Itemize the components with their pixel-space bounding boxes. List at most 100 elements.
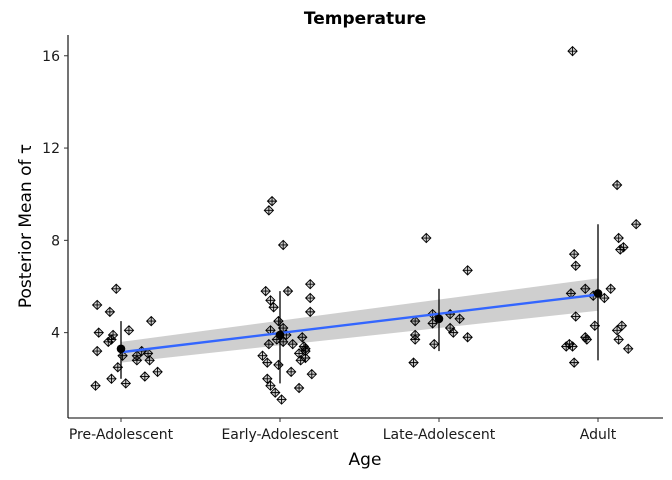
data-point	[408, 357, 419, 368]
data-point	[605, 283, 616, 295]
data-point-marker	[421, 232, 432, 244]
chart-title: Temperature	[304, 9, 426, 29]
data-point	[273, 315, 284, 327]
x-tick-label: Late-Adolescent	[383, 427, 496, 443]
data-point	[615, 244, 626, 255]
data-point-marker	[297, 332, 308, 343]
data-point	[145, 315, 157, 327]
data-point	[580, 283, 591, 295]
data-point-marker	[139, 371, 151, 382]
data-point	[568, 248, 580, 260]
data-point	[568, 357, 580, 368]
data-point-marker	[152, 366, 163, 378]
data-point-marker	[304, 306, 316, 318]
data-point-marker	[287, 338, 298, 350]
confidence-ribbon-layer	[121, 278, 598, 363]
data-point	[285, 366, 297, 378]
data-point	[144, 355, 155, 366]
y-tick-label: 16	[42, 49, 60, 65]
data-point-marker	[106, 373, 117, 385]
data-point-marker	[273, 359, 284, 371]
data-point-marker	[304, 292, 316, 304]
data-point	[570, 260, 581, 271]
data-point-marker	[462, 332, 473, 343]
group-mean-point	[434, 314, 444, 324]
data-point-marker	[613, 334, 624, 345]
data-point-marker	[293, 382, 305, 394]
data-point	[304, 306, 316, 318]
data-points-layer	[90, 45, 642, 405]
data-point	[142, 348, 154, 359]
data-point-marker	[448, 327, 459, 338]
data-point	[266, 195, 278, 207]
data-point	[611, 325, 623, 336]
data-point	[462, 265, 473, 276]
data-point	[131, 355, 143, 366]
data-point	[91, 345, 103, 357]
data-point-marker	[304, 278, 316, 290]
data-point-marker	[568, 357, 580, 368]
data-point-marker	[630, 218, 642, 230]
data-point	[104, 306, 116, 318]
data-point-marker	[276, 394, 287, 405]
x-tick-label: Pre-Adolescent	[69, 427, 174, 443]
data-point-marker	[268, 302, 279, 313]
x-tick-label: Early-Adolescent	[221, 427, 339, 443]
data-point-marker	[295, 355, 306, 366]
data-point	[269, 387, 281, 398]
data-point	[257, 350, 268, 361]
data-point	[297, 332, 308, 343]
y-tick-label: 8	[51, 233, 60, 249]
data-point-marker	[257, 350, 268, 361]
data-point-marker	[263, 338, 275, 350]
data-point-marker	[589, 320, 601, 331]
data-point	[265, 380, 276, 391]
data-point	[427, 318, 438, 329]
data-point	[409, 315, 421, 327]
data-point	[462, 332, 473, 343]
data-point-marker	[282, 285, 294, 297]
data-point-marker	[605, 283, 616, 295]
data-point	[580, 332, 591, 343]
data-point	[304, 292, 316, 304]
data-point-marker	[262, 357, 273, 368]
data-point	[570, 311, 581, 322]
data-point-marker	[611, 325, 623, 336]
data-point	[152, 366, 163, 378]
data-point-marker	[570, 260, 581, 271]
y-tick-label: 12	[42, 141, 60, 157]
data-point	[263, 338, 275, 350]
data-point-marker	[567, 45, 578, 57]
data-point	[106, 334, 117, 345]
data-point	[630, 218, 642, 230]
data-point	[613, 232, 624, 244]
data-point	[287, 338, 298, 350]
data-point-marker	[265, 380, 276, 391]
data-point-marker	[90, 380, 101, 391]
data-point	[295, 355, 306, 366]
data-point	[106, 373, 117, 385]
data-point	[282, 285, 294, 297]
data-point-marker	[580, 332, 591, 343]
data-point	[265, 295, 276, 306]
data-point	[260, 285, 271, 297]
data-point	[613, 334, 624, 345]
data-point-marker	[622, 343, 634, 355]
x-axis-title: Age	[349, 450, 382, 470]
data-point	[91, 299, 103, 311]
data-point	[293, 348, 305, 359]
data-point-marker	[110, 283, 122, 295]
data-point	[276, 394, 287, 405]
data-point	[421, 232, 432, 244]
y-tick-label: 4	[51, 326, 60, 342]
data-point	[268, 302, 279, 313]
data-point-marker	[428, 338, 440, 350]
data-point-marker	[144, 355, 155, 366]
data-point-marker	[427, 318, 438, 329]
data-point	[120, 378, 132, 389]
confidence-ribbon	[121, 278, 598, 363]
data-point	[567, 45, 578, 57]
data-point-marker	[93, 327, 104, 338]
data-point	[581, 334, 593, 345]
data-point-marker	[409, 334, 421, 345]
